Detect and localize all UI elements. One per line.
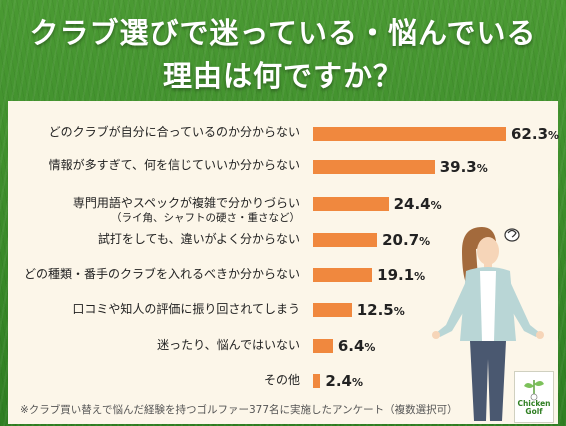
bar <box>313 127 506 141</box>
category-label: どのクラブが自分に合っているのか分からない <box>49 125 300 140</box>
logo-text-line2: Golf <box>525 407 543 416</box>
value-label: 12.5% <box>356 301 405 319</box>
value-label: 20.7% <box>382 231 431 249</box>
chart-title-line1: クラブ選びで迷っている・悩んでいる <box>29 16 537 50</box>
bar <box>313 339 333 353</box>
category-label-text: どの種類・番手のクラブを入れるべきか分からない <box>23 267 300 281</box>
logo-text-line1: Chicken <box>517 399 551 408</box>
category-label: 口コミや知人の評価に振り回されてしまう <box>72 302 300 317</box>
category-sublabel: （ライ角、シャフトの硬さ・重さなど） <box>111 212 300 224</box>
value-label: 24.4% <box>393 195 442 213</box>
woman-illustration <box>432 227 544 421</box>
value-label: 19.1% <box>377 266 426 284</box>
bar <box>313 374 321 388</box>
confused-scribble-icon <box>504 228 520 242</box>
category-label: 迷ったり、悩んではいない <box>157 338 300 353</box>
category-label: その他 <box>264 373 300 388</box>
bar <box>313 233 378 247</box>
chicken-golf-logo: Chicken Golf <box>514 371 554 423</box>
category-label-text: 専門用語やスペックが複雑で分かりづらい <box>72 196 300 210</box>
category-label: 情報が多すぎて、何を信じていいか分からない <box>49 158 300 173</box>
category-label: どの種類・番手のクラブを入れるべきか分からない <box>24 267 300 282</box>
category-label-text: 口コミや知人の評価に振り回されてしまう <box>72 302 300 316</box>
bar <box>313 268 373 282</box>
category-label: 専門用語やスペックが複雑で分かりづらい （ライ角、シャフトの硬さ・重さなど） <box>73 196 300 226</box>
value-label: 39.3% <box>439 158 488 176</box>
value-label: 2.4% <box>325 372 364 390</box>
category-label-text: その他 <box>263 373 300 387</box>
chart-panel: どのクラブが自分に合っているのか分からない 62.3% 情報が多すぎて、何を信じてい… <box>8 101 560 424</box>
bar <box>313 160 435 174</box>
value-label: 6.4% <box>337 337 376 355</box>
value-label: 62.3% <box>511 125 560 143</box>
bar <box>313 197 389 211</box>
footnote: ※クラブ買い替えで悩んだ経験を持つゴルファー377名に実施したアンケート（複数選… <box>20 404 458 416</box>
category-label-text: どのクラブが自分に合っているのか分からない <box>48 125 300 139</box>
bar <box>313 303 352 317</box>
category-label-text: 試打をしても、違いがよく分からない <box>97 232 300 246</box>
category-label-text: 情報が多すぎて、何を信じていいか分からない <box>48 158 300 172</box>
category-label: 試打をしても、違いがよく分からない <box>98 232 300 247</box>
category-label-text: 迷ったり、悩んではいない <box>157 338 300 352</box>
chart-title-line2: 理由は何ですか？ <box>162 59 403 93</box>
